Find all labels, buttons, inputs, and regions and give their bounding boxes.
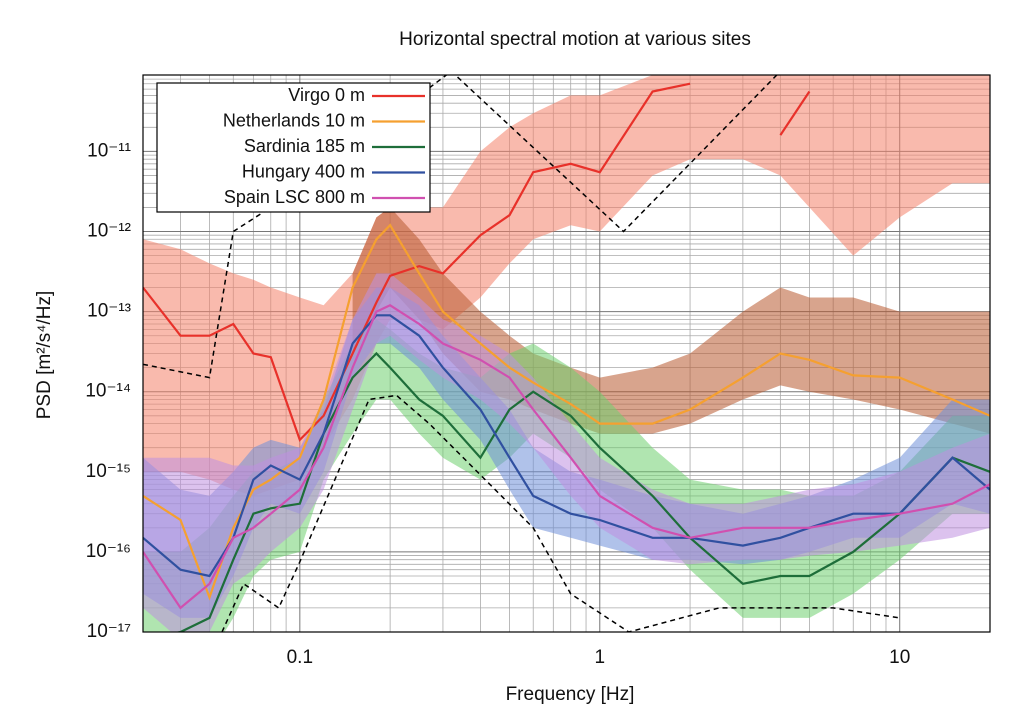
y-tick-label: 10⁻¹¹ (87, 140, 131, 161)
y-tick-label: 10⁻¹⁷ (87, 621, 131, 642)
legend-label: Spain LSC 800 m (224, 187, 365, 207)
series-line (143, 314, 990, 578)
series-line (175, 351, 990, 632)
y-tick-label: 10⁻¹⁶ (86, 541, 131, 562)
x-tick-label: 1 (594, 647, 605, 668)
series-line (143, 223, 990, 601)
reference-line (143, 75, 778, 379)
legend-label: Netherlands 10 m (223, 110, 365, 130)
legend-label: Hungary 400 m (242, 161, 365, 181)
y-axis-label: PSD [m²/s⁴/Hz] (34, 291, 55, 420)
legend: Virgo 0 m Netherlands 10 m Sardinia 185 m H… (156, 82, 431, 213)
y-tick-label: 10⁻¹² (87, 221, 131, 242)
x-tick-label: 10 (889, 647, 910, 668)
chart-title: Horizontal spectral motion at various si… (399, 29, 751, 50)
y-tick-label: 10⁻¹³ (87, 301, 131, 322)
legend-label: Sardinia 185 m (244, 136, 365, 156)
plot-frame (142, 74, 991, 633)
series-line (143, 82, 811, 442)
series-line (143, 304, 990, 610)
legend-label: Virgo 0 m (288, 85, 365, 105)
x-axis-label: Frequency [Hz] (506, 684, 635, 705)
y-tick-label: 10⁻¹⁵ (86, 461, 131, 482)
x-tick-label: 0.1 (287, 647, 313, 668)
y-tick-label: 10⁻¹⁴ (85, 381, 131, 402)
plot-area (143, 75, 990, 632)
